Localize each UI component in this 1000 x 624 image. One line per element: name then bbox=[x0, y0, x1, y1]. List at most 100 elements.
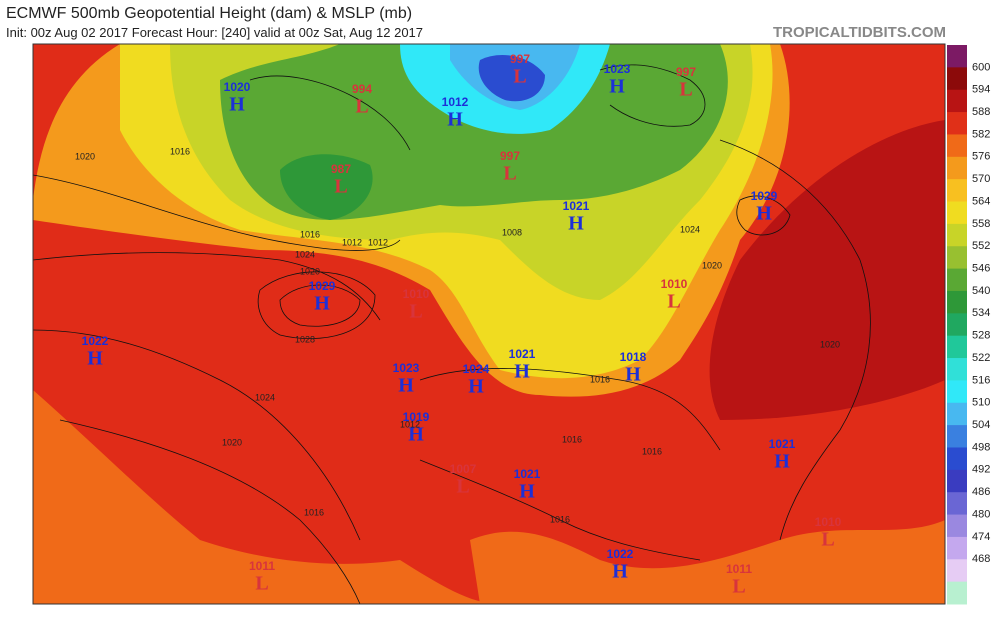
center-pressure: 1020 bbox=[224, 80, 251, 94]
center-letter: L bbox=[409, 301, 422, 323]
center-pressure: 997 bbox=[676, 65, 696, 79]
center-letter: L bbox=[334, 176, 347, 198]
center-pressure: 1010 bbox=[403, 287, 430, 301]
center-letter: H bbox=[468, 376, 484, 398]
colorbar-label: 564 bbox=[972, 195, 990, 207]
center-pressure: 1019 bbox=[403, 410, 430, 424]
center-pressure: 997 bbox=[510, 52, 530, 66]
center-letter: H bbox=[756, 203, 772, 225]
colorbar-label: 510 bbox=[972, 397, 990, 409]
center-pressure: 997 bbox=[500, 149, 520, 163]
center-pressure: 1010 bbox=[661, 277, 688, 291]
colorbar-swatch bbox=[947, 559, 967, 583]
isobar-label: 1028 bbox=[295, 334, 315, 344]
center-pressure: 1010 bbox=[815, 515, 842, 529]
map-field bbox=[33, 44, 945, 604]
colorbar-label: 600 bbox=[972, 61, 990, 73]
colorbar-swatch bbox=[947, 45, 967, 68]
colorbar-swatch bbox=[947, 358, 967, 381]
isobar-label: 1020 bbox=[222, 437, 242, 447]
isobar-label: 1024 bbox=[680, 224, 700, 234]
center-letter: H bbox=[612, 561, 628, 583]
colorbar-swatch bbox=[947, 380, 967, 404]
map-frame bbox=[32, 43, 946, 605]
colorbar-label: 540 bbox=[972, 285, 990, 297]
isobar-label: 1008 bbox=[502, 227, 522, 237]
center-letter: H bbox=[314, 293, 330, 315]
colorbar-swatch bbox=[947, 447, 967, 471]
source-credit: TROPICALTIDBITS.COM bbox=[773, 24, 946, 41]
colorbar-swatch bbox=[947, 223, 967, 247]
center-letter: H bbox=[625, 364, 641, 386]
center-pressure: 994 bbox=[352, 82, 372, 96]
center-letter: L bbox=[667, 291, 680, 313]
colorbar-swatch bbox=[947, 134, 967, 158]
colorbar-swatch bbox=[947, 425, 967, 448]
isobar-label: 1012 bbox=[342, 237, 362, 247]
colorbar-swatch bbox=[947, 492, 967, 516]
isobar-label: 1016 bbox=[304, 507, 324, 517]
colorbar-label: 528 bbox=[972, 330, 990, 342]
colorbar-swatch bbox=[947, 112, 967, 135]
colorbar-label: 582 bbox=[972, 128, 990, 140]
isobar-label: 1016 bbox=[642, 446, 662, 456]
colorbar-label: 588 bbox=[972, 106, 990, 118]
center-letter: H bbox=[408, 424, 424, 446]
isobar-label: 1020 bbox=[75, 151, 95, 161]
orange-zone bbox=[470, 520, 945, 604]
center-pressure: 1012 bbox=[442, 95, 469, 109]
blue-zone bbox=[478, 55, 545, 102]
center-letter: H bbox=[568, 213, 584, 235]
center-pressure: 1022 bbox=[607, 547, 634, 561]
colorbar-label: 546 bbox=[972, 263, 990, 275]
dark-zone bbox=[709, 120, 945, 420]
isobar-label: 1016 bbox=[590, 374, 610, 384]
colorbar-label: 486 bbox=[972, 486, 990, 498]
colorbar-label: 576 bbox=[972, 151, 990, 163]
colorbar-label: 474 bbox=[972, 531, 990, 543]
center-letter: L bbox=[821, 529, 834, 551]
colorbar-swatch bbox=[947, 89, 967, 113]
colorbar-swatch bbox=[947, 156, 967, 180]
center-letter: H bbox=[609, 76, 625, 98]
center-pressure: 1018 bbox=[620, 350, 647, 364]
isobar-lines bbox=[33, 64, 871, 604]
isobar-label: 1016 bbox=[300, 229, 320, 239]
colorbar-label: 552 bbox=[972, 240, 990, 252]
center-letter: H bbox=[229, 94, 245, 116]
colorbar-swatch bbox=[947, 201, 967, 225]
center-pressure: 1024 bbox=[463, 362, 490, 376]
colorbar-label: 504 bbox=[972, 419, 990, 431]
center-letter: H bbox=[774, 451, 790, 473]
center-pressure: 1029 bbox=[309, 279, 336, 293]
center-letter: H bbox=[519, 481, 535, 503]
center-pressure: 987 bbox=[331, 162, 351, 176]
center-pressure: 1011 bbox=[249, 559, 275, 573]
center-pressure: 1022 bbox=[82, 334, 109, 348]
colorbar-swatch bbox=[947, 246, 967, 270]
colorbar-label: 594 bbox=[972, 84, 990, 96]
center-letter: L bbox=[456, 476, 469, 498]
colorbar-label: 570 bbox=[972, 173, 990, 185]
colorbar-swatch bbox=[947, 469, 967, 493]
map-subtitle: Init: 00z Aug 02 2017 Forecast Hour: [24… bbox=[6, 25, 423, 40]
colorbar-label: 498 bbox=[972, 441, 990, 453]
colorbar-swatch bbox=[947, 179, 967, 203]
isobar-label: 1024 bbox=[295, 249, 315, 259]
isobar-label: 1012 bbox=[400, 419, 420, 429]
orange-zone bbox=[33, 390, 500, 604]
colorbar-label: 534 bbox=[972, 307, 990, 319]
green-zone bbox=[280, 154, 373, 220]
center-pressure: 1021 bbox=[563, 199, 590, 213]
center-letter: L bbox=[503, 163, 516, 185]
center-letter: L bbox=[679, 79, 692, 101]
colorbar-swatch bbox=[947, 290, 967, 314]
center-letter: L bbox=[355, 96, 368, 118]
center-pressure: 1023 bbox=[604, 62, 631, 76]
colorbar-label: 522 bbox=[972, 352, 990, 364]
center-pressure: 1021 bbox=[769, 437, 796, 451]
isobar-label: 1024 bbox=[255, 392, 275, 402]
colorbar-label: 558 bbox=[972, 218, 990, 230]
center-letter: L bbox=[255, 573, 268, 595]
center-letter: H bbox=[398, 375, 414, 397]
